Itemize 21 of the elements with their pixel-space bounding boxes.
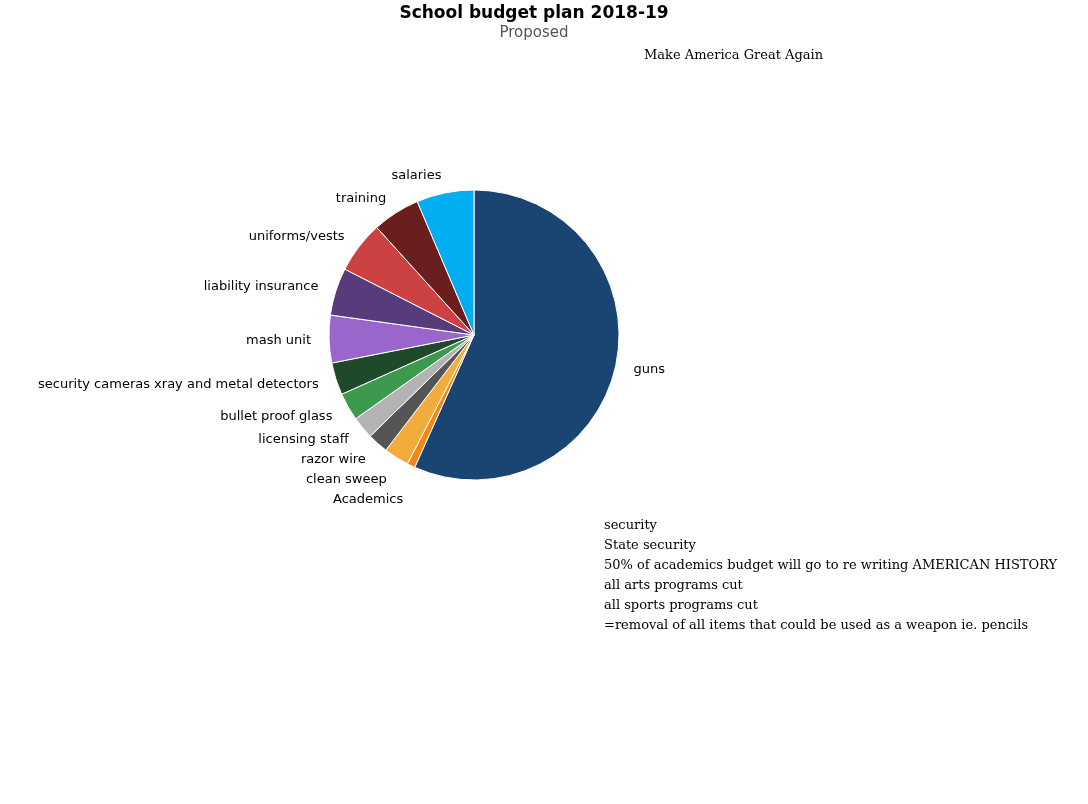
slice-label: licensing staff — [258, 431, 350, 447]
slice-label: salaries — [391, 167, 442, 183]
slice-label: Academics — [332, 491, 404, 507]
text: Make America Great Again — [644, 47, 824, 62]
text: all arts programs cut — [604, 577, 744, 592]
text: =removal of all items that could be used as a weapon ie. pencils — [604, 617, 1029, 632]
text: 50% of academics budget will go to re writing AMERICAN HISTORY — [604, 557, 1058, 572]
slice-label: clean sweep — [305, 471, 387, 487]
slice-label: security cameras xray and metal detectors — [38, 376, 319, 392]
slice-label: razor wire — [300, 451, 366, 467]
text: security — [604, 517, 658, 532]
slice-label: uniforms/vests — [248, 227, 345, 243]
slice-label: bullet proof glass — [220, 407, 333, 423]
chart-title: School budget plan 2018-19 — [399, 2, 669, 22]
slice-label: liability insurance — [203, 278, 319, 294]
chart-subtitle: Proposed — [499, 23, 569, 41]
slice-label: mash unit — [246, 331, 312, 347]
slice-label: guns — [633, 361, 666, 377]
text: State security — [604, 537, 697, 552]
text: all sports programs cut — [604, 597, 759, 612]
slice-label: training — [335, 189, 387, 205]
